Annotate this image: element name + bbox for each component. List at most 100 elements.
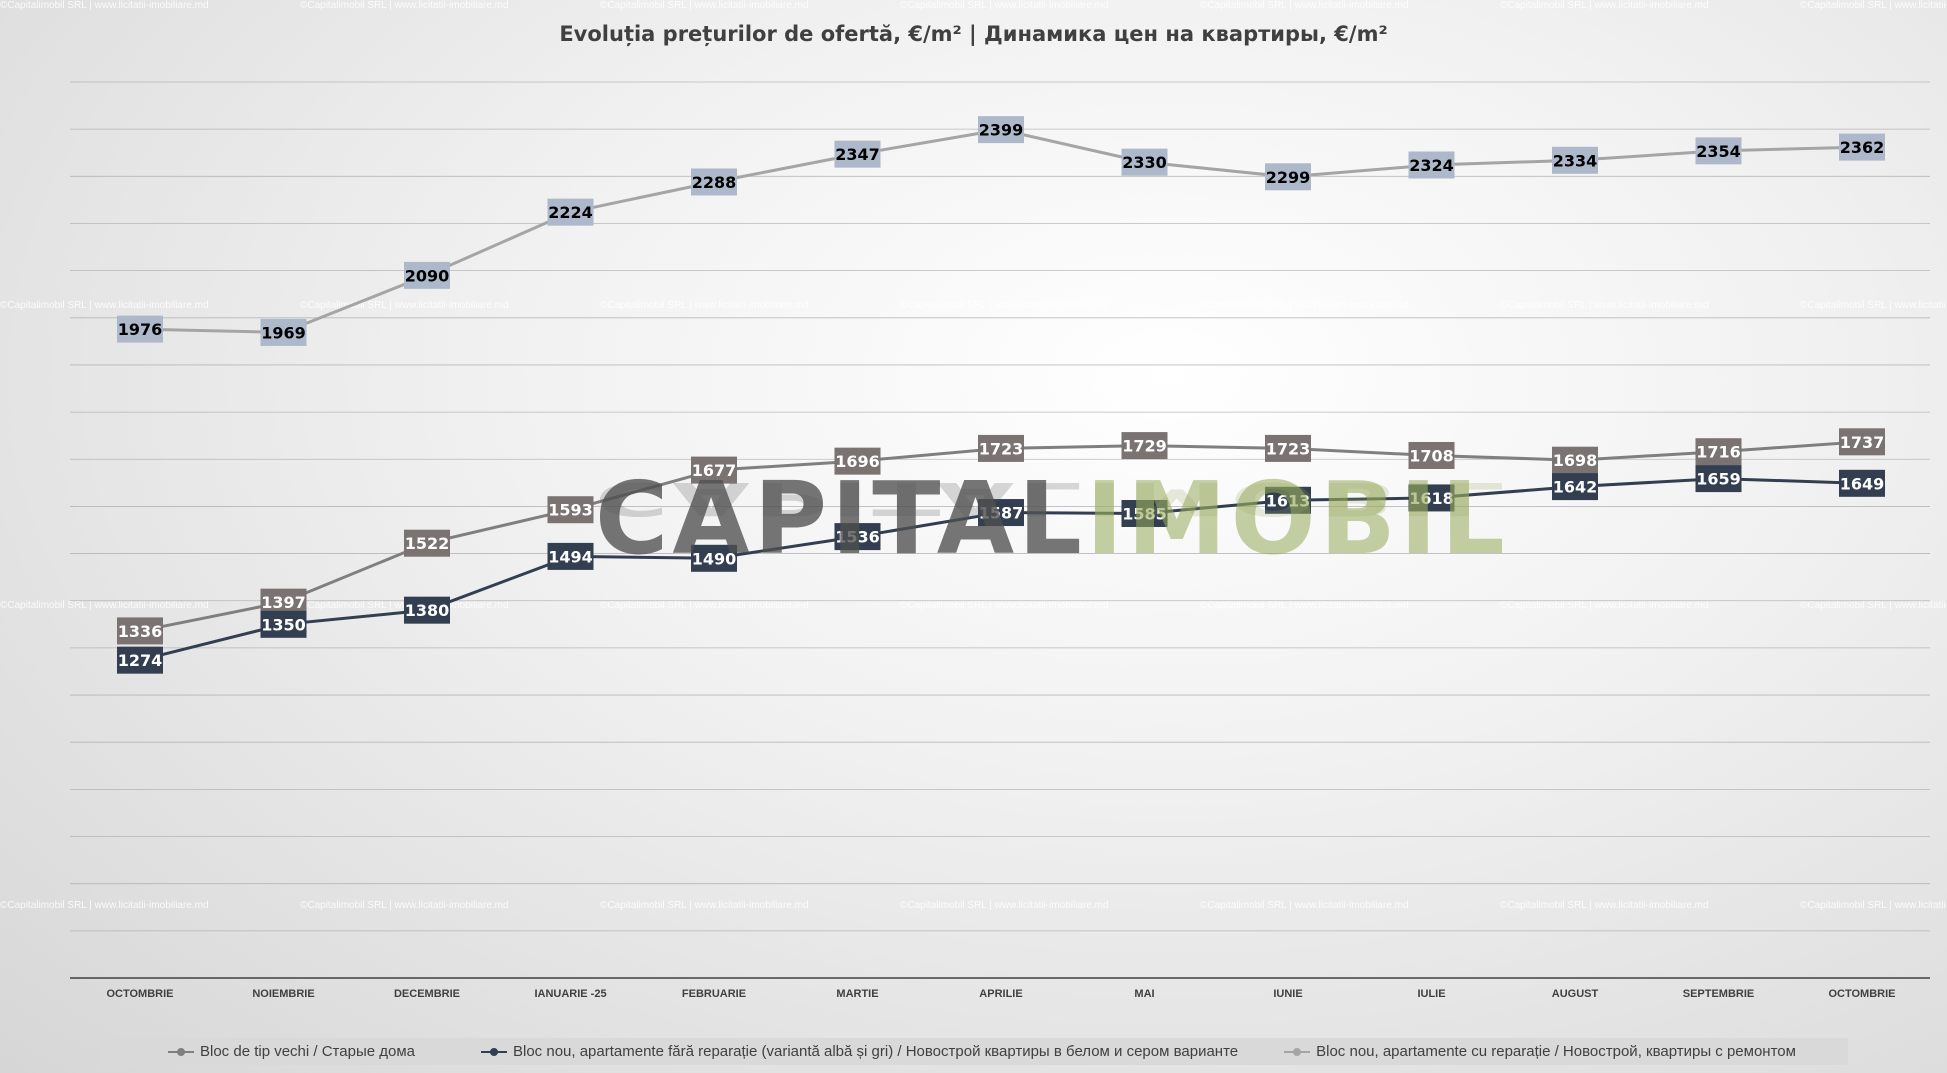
data-label-bg-old-blocks (1265, 434, 1311, 462)
legend-marker-old-blocks (168, 1047, 194, 1057)
legend-item-old-blocks[interactable]: Bloc de tip vechi / Старые дома (168, 1043, 415, 1060)
data-label-bg-new-renovated (117, 315, 163, 343)
data-label-bg-new-white (260, 610, 307, 638)
data-label-bg-new-renovated (260, 318, 307, 346)
data-label-bg-new-renovated (691, 168, 737, 196)
data-label-new-renovated: 2299 (1266, 168, 1311, 187)
data-label-new-renovated: 2330 (1122, 153, 1167, 172)
data-label-old-blocks: 1729 (1122, 437, 1167, 456)
data-label-new-renovated: 2334 (1553, 151, 1598, 170)
legend-label-old-blocks: Bloc de tip vechi / Старые дома (200, 1043, 415, 1060)
x-tick-label: MAI (1134, 988, 1154, 1000)
x-tick-label: OCTOMBRIE (106, 988, 173, 1000)
data-label-bg-new-white (1408, 484, 1455, 512)
legend-label-new-white: Bloc nou, apartamente fără reparație (va… (513, 1043, 1239, 1060)
x-tick-label: IANUARIE -25 (534, 988, 606, 1000)
data-label-bg-new-white (117, 646, 163, 674)
data-label-new-white: 1490 (692, 549, 737, 568)
data-label-old-blocks: 1723 (1266, 439, 1311, 458)
data-label-new-renovated: 1969 (261, 323, 306, 342)
data-label-old-blocks: 1593 (548, 501, 593, 520)
data-label-bg-new-renovated (547, 198, 594, 226)
data-label-bg-new-white (1552, 473, 1598, 501)
data-label-bg-old-blocks (117, 617, 163, 645)
data-label-bg-old-blocks (404, 529, 450, 557)
data-label-bg-new-white (691, 544, 737, 572)
x-tick-label: NOIEMBRIE (252, 988, 314, 1000)
legend-marker-new-renovated (1284, 1047, 1311, 1057)
data-label-new-white: 1380 (405, 601, 450, 620)
x-tick-label: APRILIE (979, 988, 1022, 1000)
data-label-old-blocks: 1716 (1696, 443, 1741, 462)
data-label-bg-old-blocks (547, 496, 594, 524)
data-label-bg-new-renovated (1839, 133, 1885, 161)
chart-title: Evoluția prețurilor de ofertă, €/m² | Ди… (559, 22, 1388, 46)
data-label-new-white: 1649 (1840, 474, 1885, 493)
data-label-new-white: 1613 (1266, 491, 1311, 510)
x-tick-label: AUGUST (1552, 988, 1599, 1000)
data-label-bg-new-white (1695, 465, 1742, 493)
data-label-bg-new-renovated (1408, 151, 1455, 179)
x-tick-label: MARTIE (836, 988, 878, 1000)
data-label-old-blocks: 1336 (118, 622, 163, 641)
data-label-old-blocks: 1737 (1840, 433, 1885, 452)
data-label-bg-new-white (1121, 499, 1168, 527)
data-label-bg-new-renovated (404, 261, 450, 289)
x-tick-label: IUNIE (1273, 988, 1302, 1000)
legend-marker-new-white (481, 1047, 507, 1057)
data-label-old-blocks: 1708 (1409, 446, 1454, 465)
x-tick-label: OCTOMBRIE (1828, 988, 1895, 1000)
data-label-new-white: 1587 (979, 504, 1024, 523)
chart-legend: Bloc de tip vechi / Старые дома Bloc nou… (98, 1038, 1848, 1065)
data-label-old-blocks: 1397 (261, 593, 306, 612)
data-label-bg-new-renovated (1695, 137, 1742, 165)
data-label-bg-new-renovated (978, 116, 1024, 144)
data-label-old-blocks: 1723 (979, 439, 1024, 458)
data-label-bg-old-blocks (1408, 441, 1455, 469)
x-tick-label: SEPTEMBRIE (1683, 988, 1755, 1000)
data-label-bg-old-blocks (1552, 446, 1598, 474)
data-label-new-white: 1536 (835, 528, 880, 547)
data-label-new-white: 1618 (1409, 489, 1454, 508)
legend-label-new-renovated: Bloc nou, apartamente cu reparație / Нов… (1316, 1043, 1796, 1060)
data-label-bg-new-renovated (1121, 148, 1168, 176)
data-label-old-blocks: 1696 (835, 452, 880, 471)
legend-item-new-white[interactable]: Bloc nou, apartamente fără reparație (va… (481, 1043, 1238, 1060)
data-label-new-renovated: 2362 (1840, 138, 1885, 157)
data-label-new-renovated: 2354 (1696, 142, 1741, 161)
data-label-bg-new-white (834, 523, 881, 551)
data-label-bg-new-white (1265, 486, 1311, 514)
data-label-bg-old-blocks (834, 447, 881, 475)
data-label-bg-old-blocks (691, 456, 737, 484)
series-line-old-blocks (139, 440, 1863, 633)
x-tick-label: IULIE (1417, 988, 1445, 1000)
data-label-old-blocks: 1677 (692, 461, 737, 480)
data-label-new-renovated: 2399 (979, 121, 1024, 140)
data-label-bg-new-renovated (1552, 146, 1598, 174)
data-label-new-renovated: 2090 (405, 266, 450, 285)
data-label-new-white: 1494 (548, 547, 593, 566)
data-label-bg-new-white (978, 499, 1024, 527)
data-label-bg-old-blocks (1121, 432, 1168, 460)
legend-item-new-renovated[interactable]: Bloc nou, apartamente cu reparație / Нов… (1284, 1043, 1796, 1060)
data-label-new-renovated: 2324 (1409, 156, 1454, 175)
data-label-new-white: 1274 (118, 651, 163, 670)
data-label-new-white: 1659 (1696, 470, 1741, 489)
data-label-new-white: 1585 (1122, 504, 1167, 523)
data-label-bg-new-white (404, 596, 450, 624)
data-label-new-white: 1350 (261, 615, 306, 634)
data-label-bg-old-blocks (1695, 438, 1742, 466)
series-line-new-renovated (139, 128, 1863, 334)
data-label-new-renovated: 2288 (692, 173, 737, 192)
data-label-new-renovated: 1976 (118, 320, 163, 339)
data-label-old-blocks: 1522 (405, 534, 450, 553)
x-tick-label: DECEMBRIE (394, 988, 460, 1000)
data-label-old-blocks: 1698 (1553, 451, 1598, 470)
x-tick-label: FEBRUARIE (682, 988, 746, 1000)
data-label-bg-old-blocks (1839, 428, 1885, 456)
data-label-bg-old-blocks (978, 434, 1024, 462)
data-label-new-white: 1642 (1553, 478, 1598, 497)
data-label-bg-new-renovated (1265, 163, 1311, 191)
